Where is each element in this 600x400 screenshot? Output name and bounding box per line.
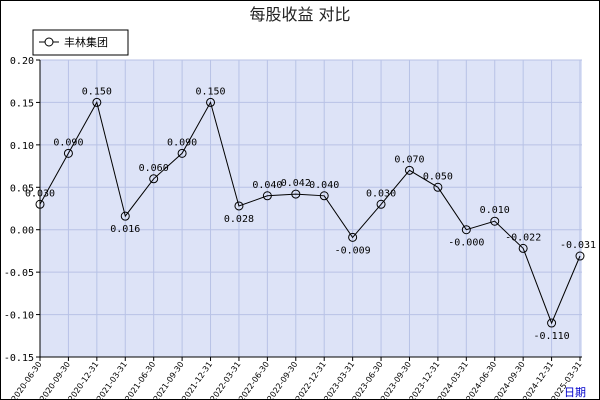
- x-tick-label: 2022-12-31: [294, 360, 328, 400]
- data-label: 0.070: [394, 154, 424, 165]
- x-tick-label: 2020-06-30: [10, 360, 44, 400]
- x-tick-label: 2023-09-30: [379, 360, 413, 400]
- x-tick-label: 2021-06-30: [123, 360, 157, 400]
- data-label: 0.150: [195, 86, 225, 97]
- x-tick-label: 2023-03-31: [322, 360, 356, 400]
- data-label: -0.031: [560, 240, 596, 251]
- data-point: [35, 199, 45, 209]
- data-label: 0.042: [281, 178, 311, 189]
- data-point: [291, 189, 301, 199]
- data-point: [518, 243, 528, 253]
- x-axis-ticks: 2020-06-302020-09-302020-12-312021-03-31…: [10, 357, 584, 400]
- x-tick-label: 2024-12-31: [521, 360, 555, 400]
- y-tick-label: 0.10: [10, 141, 34, 152]
- x-tick-label: 2024-09-30: [493, 360, 527, 400]
- x-tick-label: 2023-06-30: [351, 360, 385, 400]
- y-axis-ticks: 0.20 0.15 0.10 0.05 0.00 -0.05 -0.10 -0.15: [4, 56, 40, 364]
- x-tick-label: 2024-06-30: [464, 360, 498, 400]
- data-label: -0.000: [448, 238, 484, 249]
- data-point: [63, 148, 73, 158]
- data-point: [234, 201, 244, 211]
- legend: 丰林集团: [32, 29, 129, 56]
- data-point: [206, 97, 216, 107]
- x-tick-label: 2022-09-30: [265, 360, 299, 400]
- x-tick-label: 2023-12-31: [407, 360, 441, 400]
- data-label: 0.030: [366, 188, 396, 199]
- data-point: [348, 232, 358, 242]
- data-label: 0.150: [82, 86, 112, 97]
- data-point: [177, 148, 187, 158]
- data-point: [92, 97, 102, 107]
- y-tick-label: -0.15: [4, 353, 34, 364]
- data-label: 0.060: [139, 163, 169, 174]
- data-point: [262, 191, 272, 201]
- data-label: 0.040: [309, 180, 339, 191]
- x-tick-label: 2022-06-30: [237, 360, 271, 400]
- data-label: 0.050: [423, 171, 453, 182]
- y-tick-label: 0.00: [10, 226, 34, 237]
- x-tick-label: 2020-09-30: [38, 360, 72, 400]
- data-point: [575, 251, 585, 261]
- data-points: [35, 97, 585, 328]
- y-tick-label: -0.10: [4, 311, 34, 322]
- data-point: [490, 216, 500, 226]
- series-line: [39, 101, 581, 325]
- chart-title: 每股收益 对比: [249, 5, 350, 24]
- data-point: [461, 225, 471, 235]
- data-point: [120, 211, 130, 221]
- data-point: [319, 191, 329, 201]
- legend-entry: 丰林集团: [64, 35, 108, 49]
- x-axis-unit-label: 日期: [564, 386, 586, 399]
- legend-marker: [44, 37, 54, 47]
- data-label: 0.090: [53, 137, 83, 148]
- x-tick-label: 2024-03-31: [436, 360, 470, 400]
- y-tick-label: -0.05: [4, 268, 34, 279]
- data-labels: 0.030 0.090 0.150 0.016 0.060 0.090 0.150 0.028…: [25, 86, 596, 342]
- x-tick-label: 2021-12-31: [180, 360, 214, 400]
- data-label: 0.028: [224, 214, 254, 225]
- data-point: [376, 199, 386, 209]
- data-label: 0.016: [110, 224, 140, 235]
- data-label: -0.009: [335, 245, 371, 256]
- x-tick-label: 2022-03-31: [209, 360, 243, 400]
- data-label: -0.022: [505, 232, 541, 243]
- data-label: 0.040: [252, 180, 282, 191]
- data-label: 0.010: [480, 205, 510, 216]
- data-point: [433, 182, 443, 192]
- data-point: [547, 318, 557, 328]
- plot-area: [40, 60, 582, 357]
- data-label: 0.030: [25, 188, 55, 199]
- y-tick-label: 0.15: [10, 98, 34, 109]
- x-tick-label: 2020-12-31: [66, 360, 100, 400]
- y-tick-label: 0.05: [10, 183, 34, 194]
- x-tick-label: 2021-09-30: [152, 360, 186, 400]
- y-tick-label: 0.20: [10, 56, 34, 67]
- data-label: 0.090: [167, 137, 197, 148]
- data-point: [149, 174, 159, 184]
- data-label: -0.110: [534, 331, 570, 342]
- x-tick-label: 2021-03-31: [95, 360, 129, 400]
- data-point: [404, 165, 414, 175]
